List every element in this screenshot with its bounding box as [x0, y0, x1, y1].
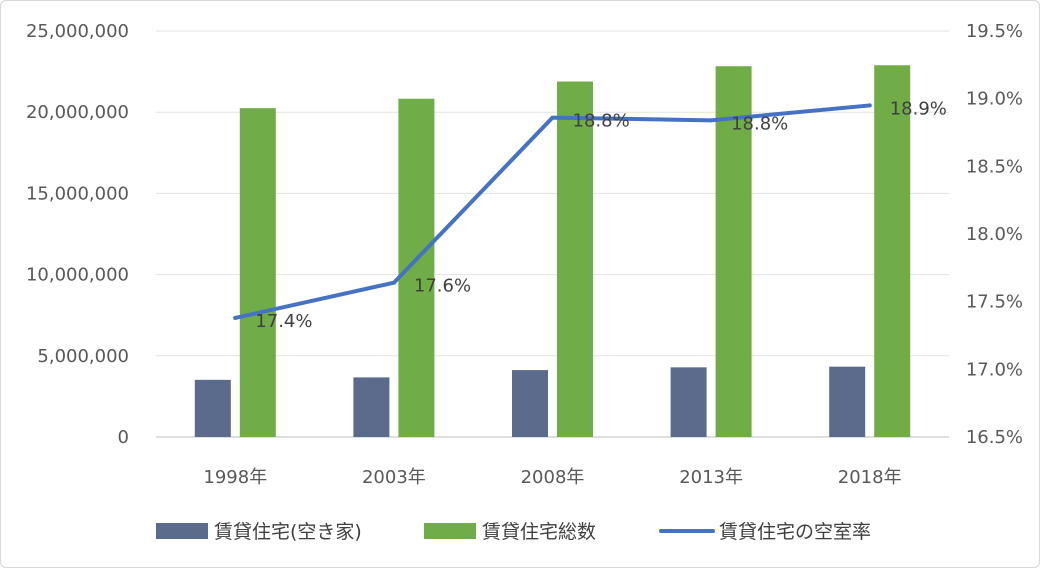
- legend-label: 賃貸住宅総数: [482, 521, 596, 543]
- rate-data-label: 18.8%: [573, 111, 630, 132]
- legend-swatch-total: [424, 523, 476, 539]
- right-tick-label: 18.0%: [966, 224, 1023, 245]
- rate-line-path: [233, 103, 872, 320]
- x-tick-label: 2003年: [362, 467, 426, 488]
- left-tick-label: 10,000,000: [26, 265, 129, 286]
- left-tick-label: 25,000,000: [26, 21, 129, 42]
- rate-point: [233, 315, 238, 320]
- legend-label: 賃貸住宅の空室率: [719, 521, 871, 543]
- vacant-bar: [353, 377, 390, 437]
- vacant-bar: [194, 379, 231, 437]
- rate-data-label: 17.6%: [414, 276, 471, 297]
- right-tick-label: 17.5%: [966, 292, 1023, 313]
- right-axis: 16.5% 17.0% 17.5% 18.0% 18.5% 19.0% 19.5%: [966, 21, 1023, 448]
- legend: 賃貸住宅(空き家) 賃貸住宅総数 賃貸住宅の空室率: [156, 521, 871, 543]
- left-tick-label: 20,000,000: [26, 102, 129, 123]
- total-bar: [715, 66, 752, 438]
- left-tick-label: 0: [118, 427, 129, 448]
- legend-label: 賃貸住宅(空き家): [214, 521, 362, 543]
- rate-point: [709, 118, 714, 123]
- rate-data-label: 18.8%: [731, 113, 788, 134]
- vacant-bar: [512, 370, 548, 437]
- bars: [194, 65, 911, 438]
- total-bar: [557, 81, 593, 437]
- right-tick-label: 19.5%: [966, 21, 1023, 42]
- legend-swatch-vacant: [156, 523, 208, 539]
- x-axis: 1998年 2003年 2008年 2013年 2018年: [203, 467, 901, 488]
- rate-data-label: 17.4%: [255, 311, 312, 332]
- right-tick-label: 17.0%: [966, 359, 1023, 380]
- gridlines: [156, 30, 949, 438]
- right-tick-label: 19.0%: [966, 89, 1023, 110]
- total-bar: [239, 108, 276, 437]
- x-tick-label: 2018年: [838, 467, 902, 488]
- vacant-bar: [670, 367, 707, 437]
- rate-point: [550, 115, 555, 120]
- vacant-bar: [829, 366, 866, 437]
- total-bar: [398, 98, 435, 438]
- x-tick-label: 2008年: [521, 467, 585, 488]
- left-axis: 0 5,000,000 10,000,000 15,000,000 20,000,000…: [26, 21, 129, 448]
- data-labels: 17.4% 17.6% 18.8% 18.8% 18.9%: [255, 98, 947, 331]
- rate-point: [867, 103, 872, 108]
- rate-line: [233, 103, 872, 320]
- x-tick-label: 2013年: [679, 467, 743, 488]
- right-tick-label: 18.5%: [966, 156, 1023, 177]
- rate-data-label: 18.9%: [890, 98, 947, 119]
- total-bar: [874, 65, 911, 437]
- left-tick-label: 5,000,000: [37, 346, 129, 367]
- rate-point: [391, 280, 396, 285]
- left-tick-label: 15,000,000: [26, 183, 129, 204]
- x-tick-label: 1998年: [203, 467, 267, 488]
- right-tick-label: 16.5%: [966, 427, 1023, 448]
